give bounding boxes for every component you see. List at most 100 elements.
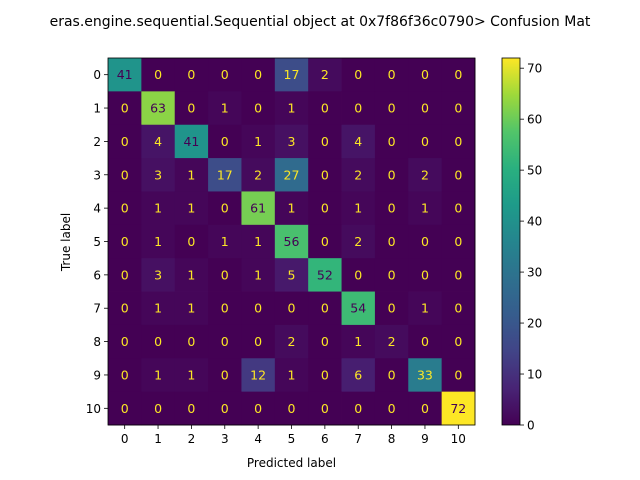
matrix-cell [241,391,276,426]
matrix-cell [108,358,142,393]
matrix-cell [274,158,309,192]
cell-value-label: 72 [450,401,466,416]
matrix-cell [408,224,443,259]
colorbar [501,57,521,426]
matrix-cell [108,124,142,159]
cell-value-label: 0 [454,134,462,149]
matrix-cell [108,191,142,226]
matrix-cell [408,258,443,292]
matrix-cell [408,158,443,192]
cell-value-label: 61 [250,201,266,216]
cell-value-label: 1 [221,234,229,249]
cell-value-label: 0 [187,334,195,349]
matrix-cell [441,58,476,92]
cell-value-label: 0 [454,267,462,282]
cell-value-label: 2 [388,334,396,349]
cell-value-label: 0 [121,367,129,382]
cell-value-label: 0 [421,67,429,82]
matrix-cell [108,258,142,292]
colorbar-tick-label: 40 [527,215,542,229]
matrix-cell [308,358,342,393]
y-tick-label: 8 [93,335,101,349]
matrix-cell [274,391,309,426]
matrix-cell [141,358,176,393]
x-tick-label: 8 [388,432,396,446]
matrix-cell [174,158,209,192]
matrix-cell [308,258,342,292]
cell-value-label: 0 [254,301,262,316]
matrix-cell [308,91,342,126]
colorbar-tick-label: 30 [527,266,542,280]
matrix-cell [341,158,376,192]
matrix-cell [208,291,242,326]
matrix-cell [274,224,309,259]
matrix-cell [441,291,476,326]
colorbar-tick-label: 70 [527,62,542,76]
cell-value-label: 1 [254,234,262,249]
matrix-cell [174,58,209,92]
x-tick-label: 1 [154,432,162,446]
cell-value-label: 0 [121,101,129,116]
matrix-cell [274,291,309,326]
cell-value-label: 0 [221,334,229,349]
cell-value-label: 1 [221,101,229,116]
cell-value-label: 27 [284,167,300,182]
cell-value-label: 2 [354,234,362,249]
x-axis-label: Predicted label [247,456,336,470]
cell-value-label: 0 [221,134,229,149]
matrix-cell [141,324,176,359]
matrix-cell [108,391,142,426]
cell-value-label: 1 [187,201,195,216]
x-tick-label: 5 [288,432,296,446]
cell-value-label: 0 [388,301,396,316]
y-axis-ticks: 0 1 2 3 4 5 6 7 8 9 10 [86,68,108,416]
matrix-cell [341,124,376,159]
cell-value-label: 17 [284,67,300,82]
colorbar-tick-label: 60 [527,113,542,127]
matrix-cell [141,391,176,426]
cell-value-label: 0 [154,334,162,349]
matrix-cell [308,391,342,426]
cell-value-label: 5 [288,267,296,282]
x-tick-label: 7 [354,432,362,446]
colorbar-tick-label: 0 [527,419,535,433]
matrix-cell [341,91,376,126]
matrix-cell [441,91,476,126]
cell-value-label: 1 [187,301,195,316]
matrix-cell [408,324,443,359]
matrix-cell [241,191,276,226]
matrix-cell [174,291,209,326]
x-tick-label: 10 [451,432,466,446]
matrix-cell [208,358,242,393]
matrix-cell [141,58,176,92]
matrix-cell [274,91,309,126]
cell-value-label: 0 [221,67,229,82]
cell-value-label: 2 [288,334,296,349]
cell-value-label: 1 [288,367,296,382]
matrix-cell [108,224,142,259]
matrix-cell [174,191,209,226]
cell-value-label: 0 [421,134,429,149]
matrix-cell [241,224,276,259]
cell-value-label: 0 [321,367,329,382]
matrix-cell [141,191,176,226]
colorbar-tick-label: 20 [527,317,542,331]
matrix-cell [374,224,409,259]
cell-value-label: 0 [288,301,296,316]
cell-value-label: 0 [354,401,362,416]
matrix-cell [208,224,242,259]
y-tick-label: 5 [93,235,101,249]
cell-value-label: 0 [454,167,462,182]
matrix-cell [374,124,409,159]
matrix-cell [141,258,176,292]
matrix-cell [374,158,409,192]
matrix-cell-labels: 41 0 0 0 0 17 2 0 0 0 00 63 0 1 0 1 0 0 0 0 00 4 41 0 1 3 0 4 0 0 00 3 1… [117,67,467,416]
cell-value-label: 2 [421,167,429,182]
matrix-cell [241,258,276,292]
matrix-cell [441,158,476,192]
matrix-cell [374,291,409,326]
cell-value-label: 0 [388,267,396,282]
cell-value-label: 0 [321,234,329,249]
cell-value-label: 0 [354,67,362,82]
cell-value-label: 54 [350,301,366,316]
